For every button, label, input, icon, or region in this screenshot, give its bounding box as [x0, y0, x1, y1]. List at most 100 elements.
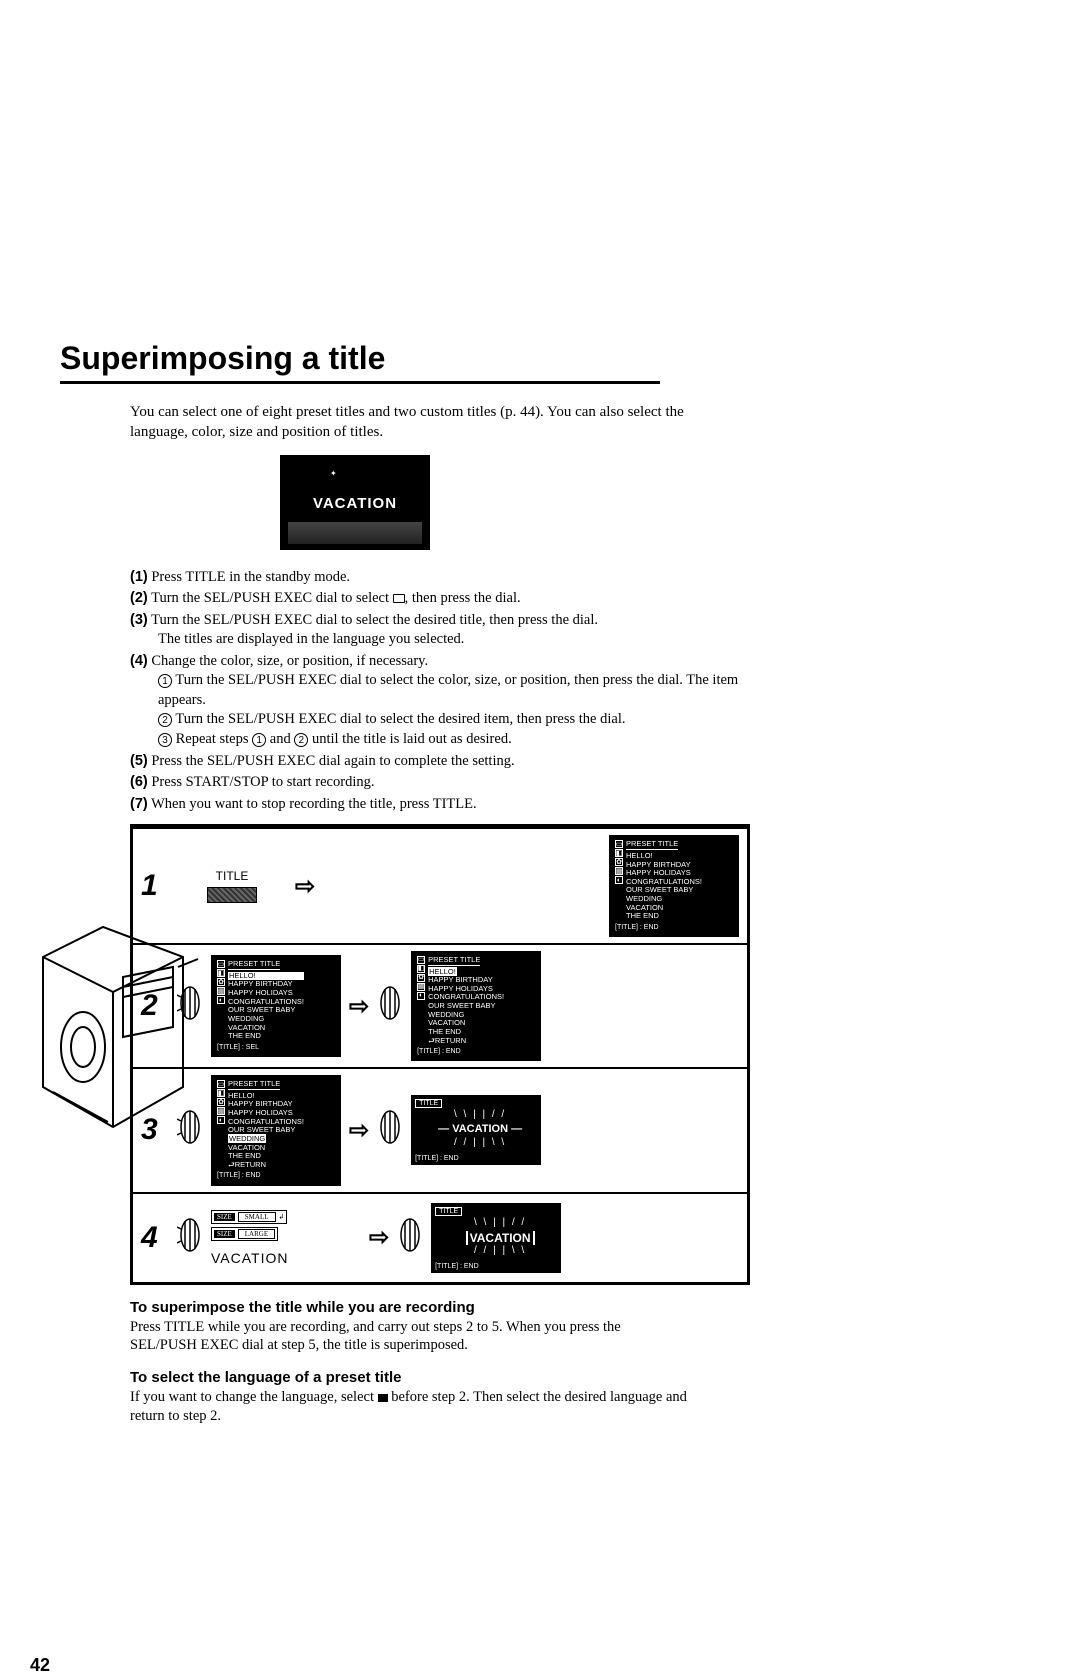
step-text: Change the color, size, or position, if … — [151, 653, 428, 669]
screen-vacation-preview: TITLE \ \ | | / / — VACATION — / / | | \… — [411, 1095, 541, 1165]
substep-text: Turn the SEL/PUSH EXEC dial to select th… — [175, 711, 625, 727]
list-item: ⮐RETURN — [428, 1037, 504, 1046]
screen-header: PRESET TITLE — [228, 1080, 280, 1090]
screen-footer: [TITLE] : END — [217, 1172, 335, 1180]
step-5: (5) Press the SEL/PUSH EXEC dial again t… — [130, 752, 750, 772]
dial-icon — [177, 1215, 203, 1261]
step-text: Press TITLE in the standby mode. — [151, 569, 350, 585]
figure-row-4: 4 SIZESMALL ↲ SIZELARGE VACATION ⇨ TITLE… — [133, 1192, 747, 1282]
arrow-icon: ⇨ — [349, 1116, 369, 1145]
step-num: (1) — [130, 569, 148, 585]
step-7: (7) When you want to stop recording the … — [130, 795, 750, 815]
screen-vacation-final: TITLE \ \ | | / / VACATION / / | | \ \ [… — [431, 1203, 561, 1273]
list-item: THE END — [228, 1032, 304, 1041]
vacation-center: — VACATION — — [415, 1123, 545, 1135]
step-num: (7) — [130, 796, 148, 812]
step-2: (2) Turn the SEL/PUSH EXEC dial to selec… — [130, 589, 750, 609]
step-6: (6) Press START/STOP to start recording. — [130, 773, 750, 793]
substep-text: Turn the SEL/PUSH EXEC dial to select th… — [158, 672, 738, 708]
step-num: (5) — [130, 753, 148, 769]
substep-1: 1 Turn the SEL/PUSH EXEC dial to select … — [158, 671, 750, 710]
rays-icon: / / | | \ \ — [415, 1137, 545, 1148]
arrow-icon: ⇨ — [369, 1223, 389, 1252]
title-button-box: TITLE — [177, 869, 287, 903]
substep-text: Repeat steps — [176, 731, 253, 747]
size-value: SMALL — [238, 1212, 276, 1222]
arrow-icon: ⇨ — [295, 872, 315, 901]
dial-icon — [377, 1107, 403, 1153]
menu-icons: ▭◧✿▦◐ — [217, 1080, 225, 1169]
step-1: (1) Press TITLE in the standby mode. — [130, 568, 750, 588]
page-number: 42 — [30, 1655, 50, 1676]
sub-para-language: If you want to change the language, sele… — [130, 1388, 690, 1426]
hero-figure: ✦ VACATION — [280, 455, 430, 550]
screen-footer: [TITLE] : END — [417, 1048, 535, 1056]
step-text: Turn the SEL/PUSH EXEC dial to select th… — [151, 612, 598, 628]
intro-paragraph: You can select one of eight preset title… — [130, 402, 690, 443]
procedure-figure: 1 TITLE ⇨ ▭◧✿▦◐ PRESET TITLE HELLO! HAPP… — [130, 824, 750, 1284]
step-3: (3) Turn the SEL/PUSH EXEC dial to selec… — [130, 611, 750, 650]
title-button-icon — [207, 887, 257, 903]
row-num: 4 — [141, 1221, 169, 1255]
rays-icon: \ \ | | / / — [435, 1217, 565, 1228]
rays-icon: / / | | \ \ — [435, 1245, 565, 1256]
size-selector-panel: SIZESMALL ↲ SIZELARGE VACATION — [211, 1210, 361, 1266]
step-num: (3) — [130, 612, 148, 628]
step-num: (2) — [130, 590, 148, 606]
title-box-label: TITLE — [435, 1207, 462, 1216]
substep-2: 2 Turn the SEL/PUSH EXEC dial to select … — [158, 710, 750, 730]
title-label: TITLE — [216, 869, 249, 883]
substep-3: 3 Repeat steps 1 and 2 until the title i… — [158, 730, 750, 750]
screen-header: PRESET TITLE — [228, 960, 280, 970]
steps-list: (1) Press TITLE in the standby mode. (2)… — [130, 568, 750, 815]
row-num: 1 — [141, 869, 169, 903]
step-text: The titles are displayed in the language… — [158, 631, 464, 647]
hero-sky-icon: ✦ — [330, 469, 337, 478]
title-mode-icon — [393, 594, 405, 603]
list-item: ⮐RETURN — [228, 1161, 304, 1170]
circled-3-icon: 3 — [158, 733, 172, 747]
title-box-label: TITLE — [415, 1099, 442, 1108]
rays-icon: \ \ | | / / — [415, 1109, 545, 1120]
screen-footer: [TITLE] : SEL — [217, 1044, 335, 1052]
list-item-selected: WEDDING — [228, 1134, 266, 1143]
menu-icons: ▭◧✿▦◐ — [615, 840, 623, 921]
list-item: THE END — [626, 912, 702, 921]
step-text: Press START/STOP to start recording. — [151, 774, 374, 790]
sub-para-recording: Press TITLE while you are recording, and… — [130, 1318, 690, 1356]
screen-footer: [TITLE] : END — [435, 1263, 479, 1270]
step-4: (4) Change the color, size, or position,… — [130, 652, 750, 750]
menu-icons: ▭◧✿▦◐ — [217, 960, 225, 1041]
figure-row-3: 3 ▭◧✿▦◐ PRESET TITLE HELLO! HAPPY BIRTHD… — [133, 1067, 747, 1191]
circled-1-icon: 1 — [252, 733, 266, 747]
size-value: LARGE — [238, 1229, 275, 1239]
para-text: If you want to change the language, sele… — [130, 1389, 378, 1405]
size-label: SIZE — [214, 1213, 235, 1221]
dial-icon — [397, 1215, 423, 1261]
camcorder-icon — [23, 917, 203, 1147]
hero-vacation-label: VACATION — [280, 495, 430, 512]
size-label: SIZE — [214, 1230, 235, 1238]
figure-row-1: 1 TITLE ⇨ ▭◧✿▦◐ PRESET TITLE HELLO! HAPP… — [133, 827, 747, 943]
screen-footer: [TITLE] : END — [615, 924, 733, 932]
dial-icon — [377, 983, 403, 1029]
substep-text: and — [266, 731, 294, 747]
subheading-recording: To superimpose the title while you are r… — [130, 1299, 1020, 1316]
size-large-bar: SIZELARGE — [211, 1227, 278, 1241]
screen-header: PRESET TITLE — [428, 956, 480, 966]
size-small-bar: SIZESMALL ↲ — [211, 1210, 287, 1224]
screen-preset-list: ▭◧✿▦◐ PRESET TITLE HELLO! HAPPY BIRTHDAY… — [411, 951, 541, 1061]
hero-ground — [288, 522, 422, 544]
arrow-icon: ⇨ — [349, 992, 369, 1021]
screen-preset-list: ▭◧✿▦◐ PRESET TITLE HELLO! HAPPY BIRTHDAY… — [211, 955, 341, 1057]
manual-page: Superimposing a title You can select one… — [60, 340, 1020, 1426]
step-text: Turn the SEL/PUSH EXEC dial to select — [151, 590, 393, 606]
screen-footer: [TITLE] : END — [415, 1155, 459, 1162]
step-num: (6) — [130, 774, 148, 790]
circled-2-icon: 2 — [294, 733, 308, 747]
row4-vacation-label: VACATION — [211, 1250, 361, 1266]
figure-row-2: 2 ▭◧✿▦◐ PRESET TITLE HELLO! HAPPY BIRTHD… — [133, 943, 747, 1067]
menu-icons: ▭◧✿▦◐ — [417, 956, 425, 1045]
vacation-center: VACATION — [466, 1231, 535, 1245]
screen-preset-list: ▭◧✿▦◐ PRESET TITLE HELLO! HAPPY BIRTHDAY… — [211, 1075, 341, 1185]
